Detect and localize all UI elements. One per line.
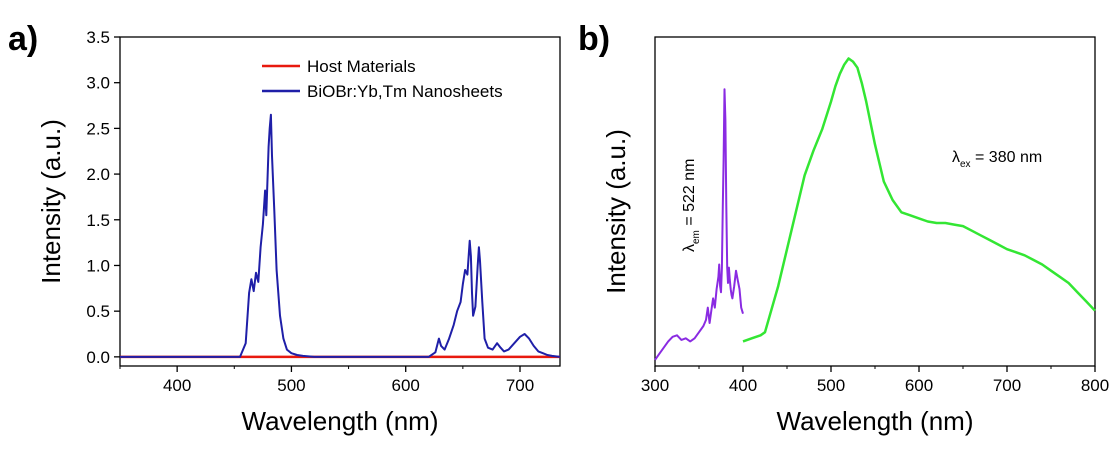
panel-b-plot-frame <box>654 36 1096 367</box>
panel-a-y-tick-label: 0.0 <box>86 348 110 367</box>
panel-b-x-axis-title: Wavelength (nm) <box>777 406 974 436</box>
panel-a-y-tick-label: 0.5 <box>86 302 110 321</box>
panel-a-y-tick-label: 2.0 <box>86 165 110 184</box>
panel-a-y-tick-label: 3.5 <box>86 28 110 47</box>
panel-a-y-tick-label: 1.5 <box>86 211 110 230</box>
panel-a-series <box>120 113 561 359</box>
panel-a-y-tick-label: 2.5 <box>86 119 110 138</box>
panel-b-label: b) <box>578 20 610 58</box>
annot-ex-sub: ex <box>960 159 971 170</box>
panel-b-x-tick-label: 600 <box>905 376 933 395</box>
annot-em-rest: = 522 nm <box>681 158 698 230</box>
panel-b-x-tick-label: 500 <box>817 376 845 395</box>
panel-a-x-ticks: 400 500 600 700 <box>119 366 534 395</box>
annot-ex-lambda: λ <box>952 149 960 166</box>
panel-b-x-tick-label: 800 <box>1081 376 1109 395</box>
annot-em-lambda: λ <box>681 244 698 252</box>
panel-a-x-tick-label: 500 <box>277 376 305 395</box>
panel-a-x-tick-label: 700 <box>506 376 534 395</box>
panel-b-x-tick-label: 400 <box>729 376 757 395</box>
series-excitation-spectrum-line <box>654 88 744 361</box>
panel-a-x-tick-label: 400 <box>163 376 191 395</box>
panel-a: a) 400 500 600 700 0.0 0.5 1.0 1.5 2.0 2.5 3.0 3.5… <box>8 20 561 436</box>
panel-b: b) 300 400 500 600 700 800 λex = 380 nm λem =… <box>578 20 1109 436</box>
emission-wavelength-annotation: λem = 522 nm <box>681 158 702 252</box>
annot-em-sub: em <box>691 230 702 244</box>
panel-a-y-tick-label: 1.0 <box>86 256 110 275</box>
excitation-wavelength-annotation: λex = 380 nm <box>952 149 1042 170</box>
panel-b-x-tick-label: 700 <box>993 376 1021 395</box>
panel-b-y-axis-title: Intensity (a.u.) <box>601 129 631 294</box>
series-emission-spectrum-line <box>742 57 1096 343</box>
panel-b-series <box>654 57 1096 361</box>
panel-b-x-tick-label: 300 <box>641 376 669 395</box>
legend-label-biobr-nanosheets: BiOBr:Yb,Tm Nanosheets <box>307 82 503 101</box>
panel-a-x-tick-label: 600 <box>392 376 420 395</box>
panel-a-y-axis-title: Intensity (a.u.) <box>36 119 66 284</box>
panel-a-label: a) <box>8 20 38 58</box>
panel-a-x-axis-title: Wavelength (nm) <box>242 406 439 436</box>
panel-b-x-ticks: 300 400 500 600 700 800 <box>641 366 1109 395</box>
series-biobr-nanosheets-line <box>120 113 561 358</box>
legend-label-host-materials: Host Materials <box>307 57 416 76</box>
panel-a-y-tick-label: 3.0 <box>86 74 110 93</box>
panel-a-legend: Host Materials BiOBr:Yb,Tm Nanosheets <box>262 57 503 101</box>
panel-a-plot-frame <box>119 36 561 367</box>
panel-a-y-ticks: 0.0 0.5 1.0 1.5 2.0 2.5 3.0 3.5 <box>86 28 120 367</box>
annot-ex-rest: = 380 nm <box>971 149 1043 166</box>
